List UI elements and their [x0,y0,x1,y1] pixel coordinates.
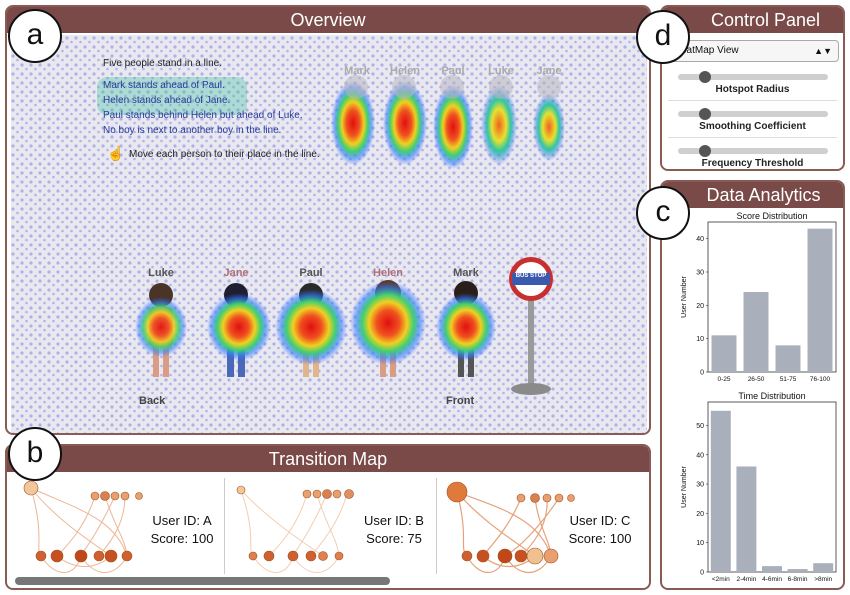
time-distribution-chart: Time Distribution User Number 0 10 20 30 40 50 <… [681,391,837,583]
badge-d: d [636,10,690,64]
badge-a: a [8,9,62,63]
x-tick-label: >8min [814,576,832,583]
transition-card-c[interactable]: User ID: C Score: 100 [439,478,645,574]
x-tick-label: 0-25 [717,376,730,383]
instruction-line-5: No boy is next to another boy in the lin… [103,125,282,136]
bar-6-8min [787,569,808,572]
hotspot-radius-slider[interactable] [678,71,828,83]
line-name-mark[interactable]: Mark [453,267,479,279]
transition-graph-c [446,481,575,573]
bar-26-50 [743,292,769,372]
top-name-mark[interactable]: Mark [344,65,370,77]
top-name-helen[interactable]: Helen [390,65,420,77]
user-c-score: Score: 100 [568,531,632,546]
transition-card-b[interactable]: User ID: B Score: 75 [227,478,437,574]
control-title: Control Panel [662,7,843,33]
x-tick-label: 6-8min [788,576,808,583]
slider-knob[interactable] [699,71,711,83]
transition-card-a[interactable]: User ID: A Score: 100 [15,478,225,574]
user-a-id: User ID: A [152,513,212,528]
user-c-id: User ID: C [569,513,631,528]
transition-graph-b [236,485,354,573]
x-tick-label: 4-6min [762,576,782,583]
instruction-line-6: Move each person to their place in the l… [129,149,320,160]
x-tick-label: 2-4min [736,576,756,583]
y-tick-label: 30 [696,482,704,489]
top-name-paul[interactable]: Paul [441,65,465,77]
bus-stop-label: BUS STOP [515,273,547,279]
y-tick-label: 10 [696,540,704,547]
divider [668,137,837,138]
horizontal-scrollbar[interactable] [15,577,390,585]
instruction-line-4: Paul stands behind Helen but ahead of Lu… [103,110,303,121]
chart-title: Score Distribution [736,211,807,221]
view-mode-select[interactable]: eatMap View ▲▼ [668,40,839,62]
slider-knob[interactable] [699,145,711,157]
bar-76-100 [807,228,833,372]
badge-c: c [636,186,690,240]
line-name-helen[interactable]: Helen [373,267,403,279]
y-tick-label: 30 [696,270,704,277]
user-b-score: Score: 75 [366,531,422,546]
top-name-jane[interactable]: Jane [536,65,562,77]
instruction-line-3: Helen stands ahead of Jane. [103,95,231,106]
chart-title: Time Distribution [738,391,805,401]
transition-map-panel: Transition Map User ID: A Score: 100 [5,444,651,590]
back-label: Back [139,395,166,407]
bar-2-4min [736,466,757,572]
transition-graph-a [23,480,143,573]
badge-b: b [8,427,62,481]
y-tick-label: 40 [696,452,704,459]
hotspot-radius-label: Hotspot Radius [715,84,790,95]
x-tick-label: 76-100 [810,376,831,383]
top-row-hotspots [331,81,565,169]
control-panel: Control Panel eatMap View ▲▼ Hotspot Rad… [660,5,845,171]
instruction-line-2: Mark stands ahead of Paul. [103,80,225,91]
line-name-paul[interactable]: Paul [299,267,323,279]
y-tick-label: 0 [700,570,704,577]
bar-0-25 [711,335,737,372]
top-name-luke[interactable]: Luke [488,65,514,77]
pointer-hand-icon: ☝ [107,145,125,161]
user-b-id: User ID: B [364,513,424,528]
slider-knob[interactable] [699,108,711,120]
x-tick-label: <2min [712,576,730,583]
bar->8min [813,563,834,572]
heatmap-stage[interactable]: Five people stand in a line. Mark stands… [11,35,647,433]
y-tick-label: 0 [700,370,704,377]
bar-51-75 [775,345,801,372]
smoothing-coefficient-slider[interactable] [678,108,828,120]
y-tick-label: 10 [696,336,704,343]
smoothing-coefficient-label: Smoothing Coefficient [699,121,806,132]
frequency-threshold-label: Frequency Threshold [701,158,804,169]
score-distribution-chart: Score Distribution User Number 0 10 20 30 40 0-… [681,211,837,383]
y-tick-label: 20 [696,303,704,310]
overview-panel: Overview [5,5,651,435]
select-caret-icon: ▲▼ [814,46,832,56]
instruction-line-1: Five people stand in a line. [103,58,222,69]
bus-stop-sign [509,257,553,395]
x-tick-label: 26-50 [748,376,765,383]
overview-title: Overview [7,7,649,33]
bar-4-6min [762,566,782,572]
y-tick-label: 20 [696,511,704,518]
front-label: Front [446,395,475,407]
view-mode-value: eatMap View [681,45,739,56]
data-analytics-panel: Data Analytics Score Distribution User Nu… [660,180,845,590]
heatmap-canvas [11,35,647,433]
x-tick-label: 51-75 [780,376,797,383]
y-axis-label: User Number [681,466,688,508]
bar-<2min [710,410,731,572]
divider [668,100,837,101]
line-hotspots [135,281,496,365]
frequency-threshold-slider[interactable] [678,145,828,157]
y-axis-label: User Number [681,276,688,318]
user-a-score: Score: 100 [150,531,214,546]
y-tick-label: 50 [696,423,704,430]
transition-title: Transition Map [7,446,649,472]
analytics-title: Data Analytics [662,182,843,208]
line-name-jane[interactable]: Jane [223,267,249,279]
y-tick-label: 40 [696,236,704,243]
line-name-luke[interactable]: Luke [148,267,174,279]
